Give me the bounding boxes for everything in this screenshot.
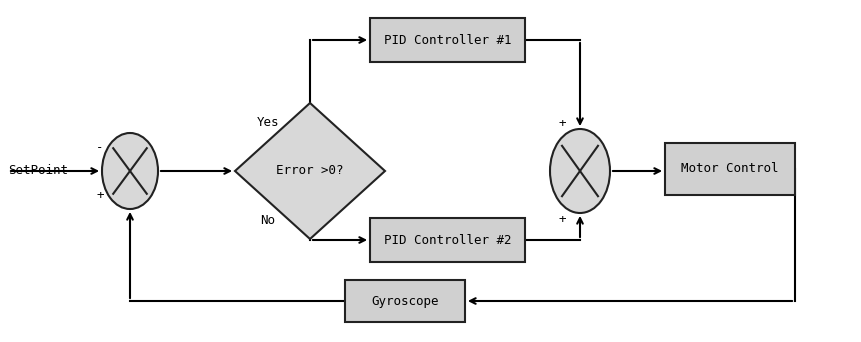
Text: PID Controller #2: PID Controller #2 bbox=[384, 234, 511, 247]
Bar bbox=[345, 280, 465, 322]
Bar bbox=[370, 218, 525, 262]
Ellipse shape bbox=[550, 129, 610, 213]
Text: +: + bbox=[558, 213, 566, 226]
Text: +: + bbox=[96, 188, 103, 201]
Ellipse shape bbox=[102, 133, 158, 209]
Text: Gyroscope: Gyroscope bbox=[371, 294, 439, 307]
Text: -: - bbox=[96, 142, 103, 155]
Text: Error >0?: Error >0? bbox=[276, 165, 344, 177]
Bar bbox=[370, 18, 525, 62]
Polygon shape bbox=[235, 103, 385, 239]
Text: Yes: Yes bbox=[257, 116, 279, 129]
Bar bbox=[665, 143, 795, 195]
Text: PID Controller #1: PID Controller #1 bbox=[384, 34, 511, 47]
Text: Motor Control: Motor Control bbox=[681, 162, 778, 175]
Text: No: No bbox=[261, 213, 276, 226]
Text: +: + bbox=[558, 118, 566, 131]
Text: SetPoint: SetPoint bbox=[8, 165, 68, 177]
